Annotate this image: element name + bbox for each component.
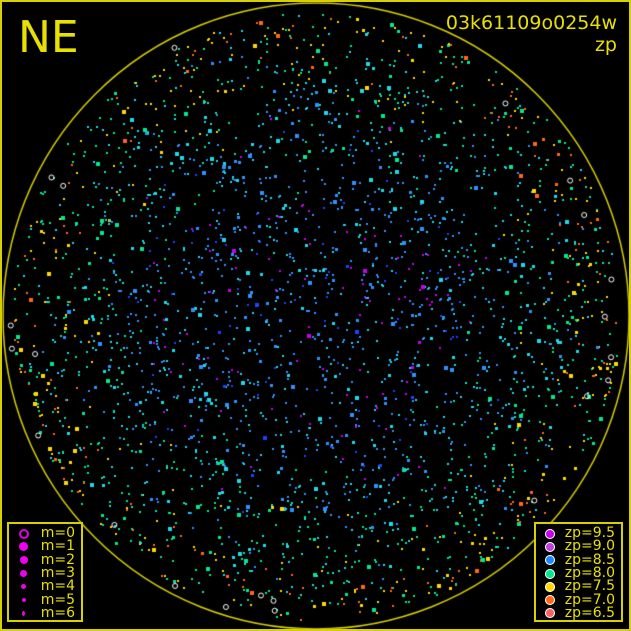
zp-legend-item: zp=8.5 bbox=[542, 551, 615, 568]
zp-color-swatch-icon bbox=[545, 568, 556, 579]
zp-color-swatch-icon bbox=[545, 581, 556, 592]
magnitude-label: m=6 bbox=[40, 604, 75, 621]
magnitude-label: m=0 bbox=[40, 525, 75, 542]
zp-label: zp=6.5 bbox=[564, 604, 615, 621]
observation-mode: zp bbox=[594, 34, 617, 56]
zp-legend-item: zp=7.5 bbox=[542, 578, 615, 595]
magnitude-symbol-icon bbox=[20, 570, 28, 578]
magnitude-label: m=3 bbox=[40, 565, 75, 582]
magnitude-label: m=4 bbox=[40, 578, 75, 595]
magnitude-legend-item: m=3 bbox=[15, 565, 75, 582]
magnitude-legend-item: m=5 bbox=[15, 591, 75, 608]
zp-legend: zp=9.5 zp=9.0 zp=8.5 zp=8.0 zp=7.5 zp=7.0 zp=6… bbox=[534, 522, 623, 622]
zp-label: zp=8.5 bbox=[564, 551, 615, 568]
magnitude-label: m=1 bbox=[40, 538, 75, 555]
zp-legend-item: zp=8.0 bbox=[542, 565, 615, 582]
magnitude-symbol-icon bbox=[21, 598, 26, 603]
magnitude-symbol-icon bbox=[19, 542, 29, 552]
zp-legend-item: zp=6.5 bbox=[542, 604, 615, 621]
magnitude-legend-item: m=0 bbox=[15, 525, 75, 542]
zp-label: zp=8.0 bbox=[564, 565, 615, 582]
observation-label: 03k61109o0254w zp bbox=[446, 12, 617, 56]
zp-color-swatch-icon bbox=[545, 528, 556, 539]
zp-color-swatch-icon bbox=[545, 608, 556, 619]
magnitude-symbol-icon bbox=[21, 584, 27, 590]
direction-label: NE bbox=[18, 12, 79, 63]
magnitude-legend: m=0 m=1 m=2 m=3 m=4 m=5 m=6 bbox=[7, 522, 83, 622]
magnitude-legend-item: m=4 bbox=[15, 578, 75, 595]
magnitude-symbol-icon bbox=[19, 556, 28, 565]
magnitude-label: m=2 bbox=[40, 551, 75, 568]
zp-label: zp=7.5 bbox=[564, 578, 615, 595]
magnitude-legend-item: m=6 bbox=[15, 604, 75, 621]
zp-color-swatch-icon bbox=[545, 555, 556, 566]
zp-legend-item: zp=9.5 bbox=[542, 525, 615, 542]
magnitude-legend-item: m=1 bbox=[15, 538, 75, 555]
zp-color-swatch-icon bbox=[545, 595, 556, 606]
observation-id: 03k61109o0254w bbox=[445, 12, 617, 34]
zp-color-swatch-icon bbox=[545, 541, 556, 552]
zp-legend-item: zp=7.0 bbox=[542, 591, 615, 608]
zp-label: zp=9.5 bbox=[564, 525, 615, 542]
magnitude-label: m=5 bbox=[40, 591, 75, 608]
magnitude-legend-item: m=2 bbox=[15, 551, 75, 568]
zp-legend-item: zp=9.0 bbox=[542, 538, 615, 555]
zp-label: zp=7.0 bbox=[564, 591, 615, 608]
magnitude-symbol-icon bbox=[18, 528, 29, 539]
magnitude-symbol-icon bbox=[22, 610, 26, 616]
zp-label: zp=9.0 bbox=[564, 538, 615, 555]
